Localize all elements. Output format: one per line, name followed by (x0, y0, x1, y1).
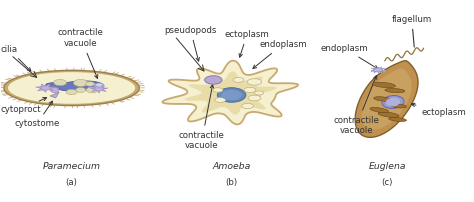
Ellipse shape (248, 95, 261, 101)
Ellipse shape (247, 79, 262, 85)
Text: cytoproct: cytoproct (0, 98, 46, 114)
Ellipse shape (385, 88, 405, 93)
Ellipse shape (242, 103, 254, 109)
Ellipse shape (94, 83, 104, 89)
Polygon shape (46, 81, 102, 91)
Text: contractile
vacuole: contractile vacuole (58, 28, 104, 78)
Polygon shape (362, 68, 412, 130)
Text: ectoplasm: ectoplasm (411, 103, 466, 117)
Ellipse shape (382, 96, 404, 108)
Ellipse shape (370, 107, 389, 113)
Ellipse shape (73, 79, 88, 86)
Text: cytostome: cytostome (14, 101, 60, 128)
Ellipse shape (389, 117, 407, 121)
Text: Euglena: Euglena (368, 162, 406, 171)
Ellipse shape (54, 79, 66, 86)
Ellipse shape (386, 98, 401, 106)
Text: Paramecium: Paramecium (43, 162, 100, 171)
Text: contractile
vacuole: contractile vacuole (179, 85, 225, 150)
Polygon shape (50, 92, 59, 98)
Text: endoplasm: endoplasm (253, 40, 307, 68)
Ellipse shape (218, 88, 246, 102)
Text: ectoplasm: ectoplasm (225, 30, 270, 57)
Ellipse shape (213, 88, 223, 92)
Ellipse shape (255, 91, 264, 95)
Ellipse shape (86, 87, 98, 93)
Polygon shape (355, 61, 418, 137)
Ellipse shape (244, 87, 256, 93)
Polygon shape (90, 85, 108, 93)
Ellipse shape (374, 68, 383, 72)
Ellipse shape (378, 112, 399, 117)
Text: endoplasm: endoplasm (321, 44, 378, 69)
Text: pseudopods: pseudopods (164, 26, 217, 61)
Ellipse shape (66, 89, 77, 95)
Polygon shape (36, 84, 55, 92)
Polygon shape (184, 71, 277, 115)
Text: (b): (b) (226, 178, 237, 187)
Text: Amoeba: Amoeba (212, 162, 251, 171)
Ellipse shape (8, 72, 135, 104)
Text: (a): (a) (65, 178, 78, 187)
Ellipse shape (76, 87, 86, 92)
Ellipse shape (215, 98, 226, 102)
Ellipse shape (374, 97, 392, 101)
Ellipse shape (233, 78, 244, 82)
Ellipse shape (85, 82, 94, 86)
Text: (c): (c) (382, 178, 393, 187)
Ellipse shape (372, 82, 395, 88)
Ellipse shape (51, 87, 59, 93)
Ellipse shape (221, 90, 242, 100)
Ellipse shape (40, 86, 48, 90)
Ellipse shape (4, 70, 139, 106)
Ellipse shape (205, 76, 222, 84)
Text: cilia: cilia (0, 45, 31, 71)
Ellipse shape (391, 104, 407, 108)
Text: flagellum: flagellum (392, 15, 432, 47)
Polygon shape (163, 61, 298, 124)
Text: contractile
vacuole: contractile vacuole (334, 76, 379, 135)
